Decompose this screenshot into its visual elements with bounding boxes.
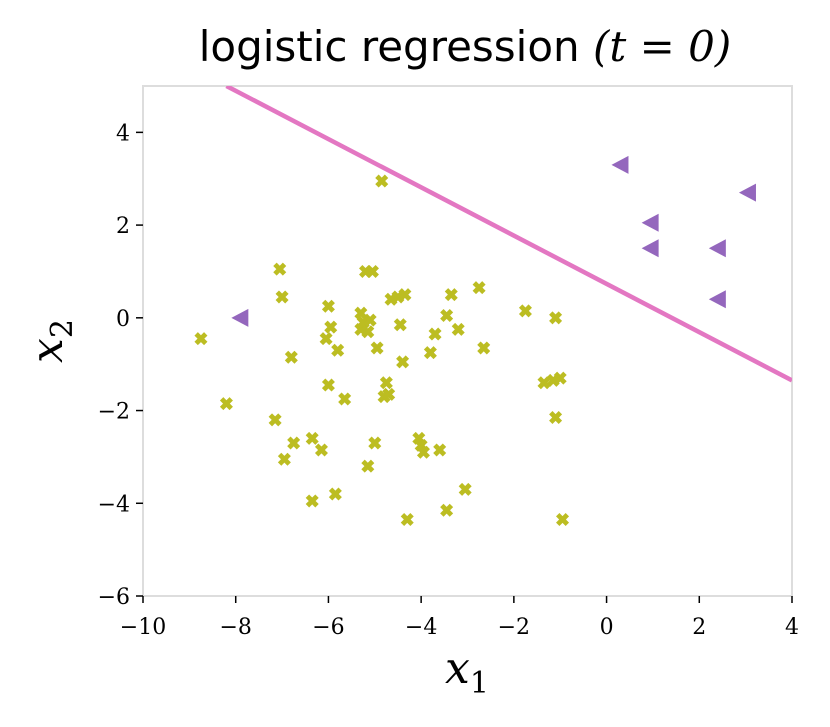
data-point-x-marker [321,299,335,313]
y-tick-label: −4 [98,492,130,517]
x-tick-label: 4 [785,615,799,640]
y-tick-label: 2 [116,214,130,239]
data-point-x-marker [375,174,389,188]
data-point-x-marker [277,452,291,466]
data-point-x-marker [440,309,454,322]
y-tick-label: −6 [98,585,130,610]
decision-boundary-line [225,86,792,383]
x-tick-label: 2 [692,615,706,640]
data-point-x-marker [365,264,379,278]
x-tick-label: −6 [312,615,344,640]
axis-ticks: −10 −8 −6 −4 −2 0 2 4 −6 −4 −2 0 2 4 [98,121,799,640]
data-point-x-marker [275,290,289,304]
data-point-x-marker [440,503,454,517]
data-point-x-marker [393,318,407,332]
data-point-x-marker [549,311,563,325]
chart-title-math: (t = 0) [593,22,732,71]
data-point-x-marker [556,513,570,526]
chart-title-text: logistic regression [198,22,580,71]
data-point-x-marker [361,325,375,339]
data-point-x-marker [370,341,384,355]
data-point-x-marker [361,459,375,473]
data-point-triangle-marker [708,239,726,258]
data-point-x-marker [305,494,319,508]
data-point-x-marker [324,320,338,334]
x-tick-label: −2 [498,615,530,640]
data-point-x-marker [354,306,368,320]
plot-frame [142,85,793,597]
data-point-triangle-marker [231,308,249,327]
decision-boundary-layer [225,86,792,383]
y-tick-label: 0 [116,307,130,332]
data-point-x-marker [433,443,447,457]
data-point-x-marker [305,431,319,445]
data-point-x-marker [428,327,442,341]
data-point-x-marker [363,313,377,327]
data-point-triangle-marker [641,239,659,258]
data-point-x-marker [338,392,352,406]
data-point-x-marker [284,350,298,364]
data-point-x-marker [382,387,396,401]
data-point-x-marker [398,288,412,302]
x-tick-label: −4 [405,615,437,640]
data-point-x-marker [331,343,345,357]
x-tick-label: 0 [600,615,614,640]
data-point-x-marker [321,378,335,392]
x-axis-label: x1 [445,643,489,701]
data-point-triangle-marker [611,155,629,174]
data-point-x-marker [451,322,465,336]
data-point-x-marker [458,482,472,496]
data-point-x-marker [553,371,567,385]
data-point-x-marker [518,304,532,318]
data-point-x-marker [314,443,328,457]
data-point-x-marker [273,262,287,276]
data-point-x-marker [219,397,233,411]
data-point-x-marker [194,332,208,346]
data-point-x-marker [416,445,430,459]
data-point-x-marker [319,332,333,346]
data-point-x-marker [444,288,458,302]
data-point-x-marker [368,436,382,450]
data-point-x-marker [400,513,414,526]
data-point-x-marker [549,411,563,424]
data-points-layer [194,155,756,526]
data-point-x-marker [396,355,410,369]
data-point-x-marker [423,346,437,360]
data-point-triangle-marker [738,183,756,202]
data-point-x-marker [537,376,551,390]
x-tick-label: −10 [120,615,166,640]
data-point-x-marker [287,436,301,450]
chart-title: logistic regression (t = 0) [0,22,830,71]
data-point-x-marker [328,487,342,501]
y-tick-label: 4 [116,121,130,146]
data-point-x-marker [472,281,486,295]
data-point-triangle-marker [641,213,659,232]
data-point-x-marker [379,376,393,390]
data-point-x-marker [268,413,282,427]
data-point-x-marker [477,341,491,355]
data-point-triangle-marker [708,290,726,309]
x-tick-label: −8 [219,615,251,640]
y-tick-label: −2 [98,400,130,425]
y-axis-label: x2 [22,319,80,363]
